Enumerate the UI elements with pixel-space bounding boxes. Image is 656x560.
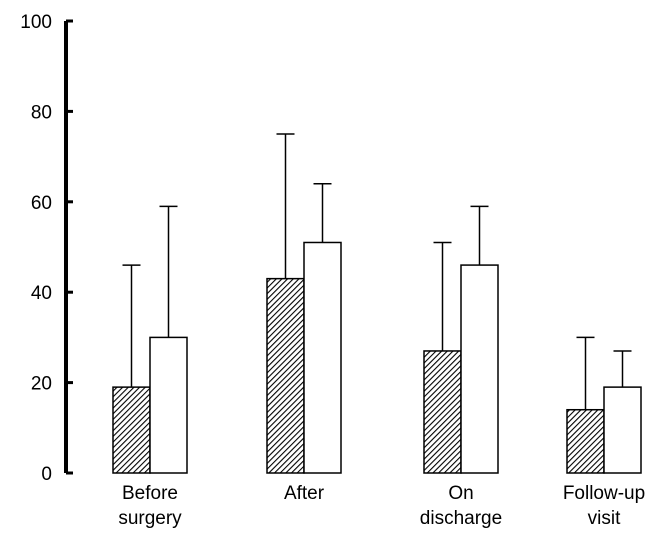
category-label: After bbox=[284, 483, 325, 504]
bars bbox=[112, 241, 642, 474]
bar-hatched bbox=[112, 386, 151, 474]
y-tick-label: 20 bbox=[31, 374, 52, 395]
category-label: visit bbox=[588, 508, 621, 529]
category-label: surgery bbox=[118, 508, 182, 529]
category-label: Follow-up bbox=[563, 483, 645, 504]
bar-open bbox=[603, 386, 642, 474]
bar-hatched bbox=[423, 350, 462, 474]
category-label: Before bbox=[122, 483, 178, 504]
error-bars bbox=[122, 133, 632, 410]
bar-open bbox=[149, 336, 188, 474]
bar-open bbox=[460, 264, 499, 474]
y-tick-label: 0 bbox=[41, 464, 52, 485]
category-label: On bbox=[448, 483, 473, 504]
y-tick-label: 100 bbox=[20, 12, 52, 33]
y-tick-label: 60 bbox=[31, 193, 52, 214]
bar-open bbox=[303, 241, 342, 474]
category-labels: Before surgery After On discharge Follow-up vi… bbox=[118, 483, 645, 529]
bar-hatched bbox=[266, 277, 305, 474]
y-axis: 0 20 40 60 80 100 bbox=[20, 12, 73, 485]
y-tick-label: 80 bbox=[31, 102, 52, 123]
y-tick-label: 40 bbox=[31, 283, 52, 304]
bar-hatched bbox=[566, 408, 605, 474]
category-label: discharge bbox=[420, 508, 502, 529]
